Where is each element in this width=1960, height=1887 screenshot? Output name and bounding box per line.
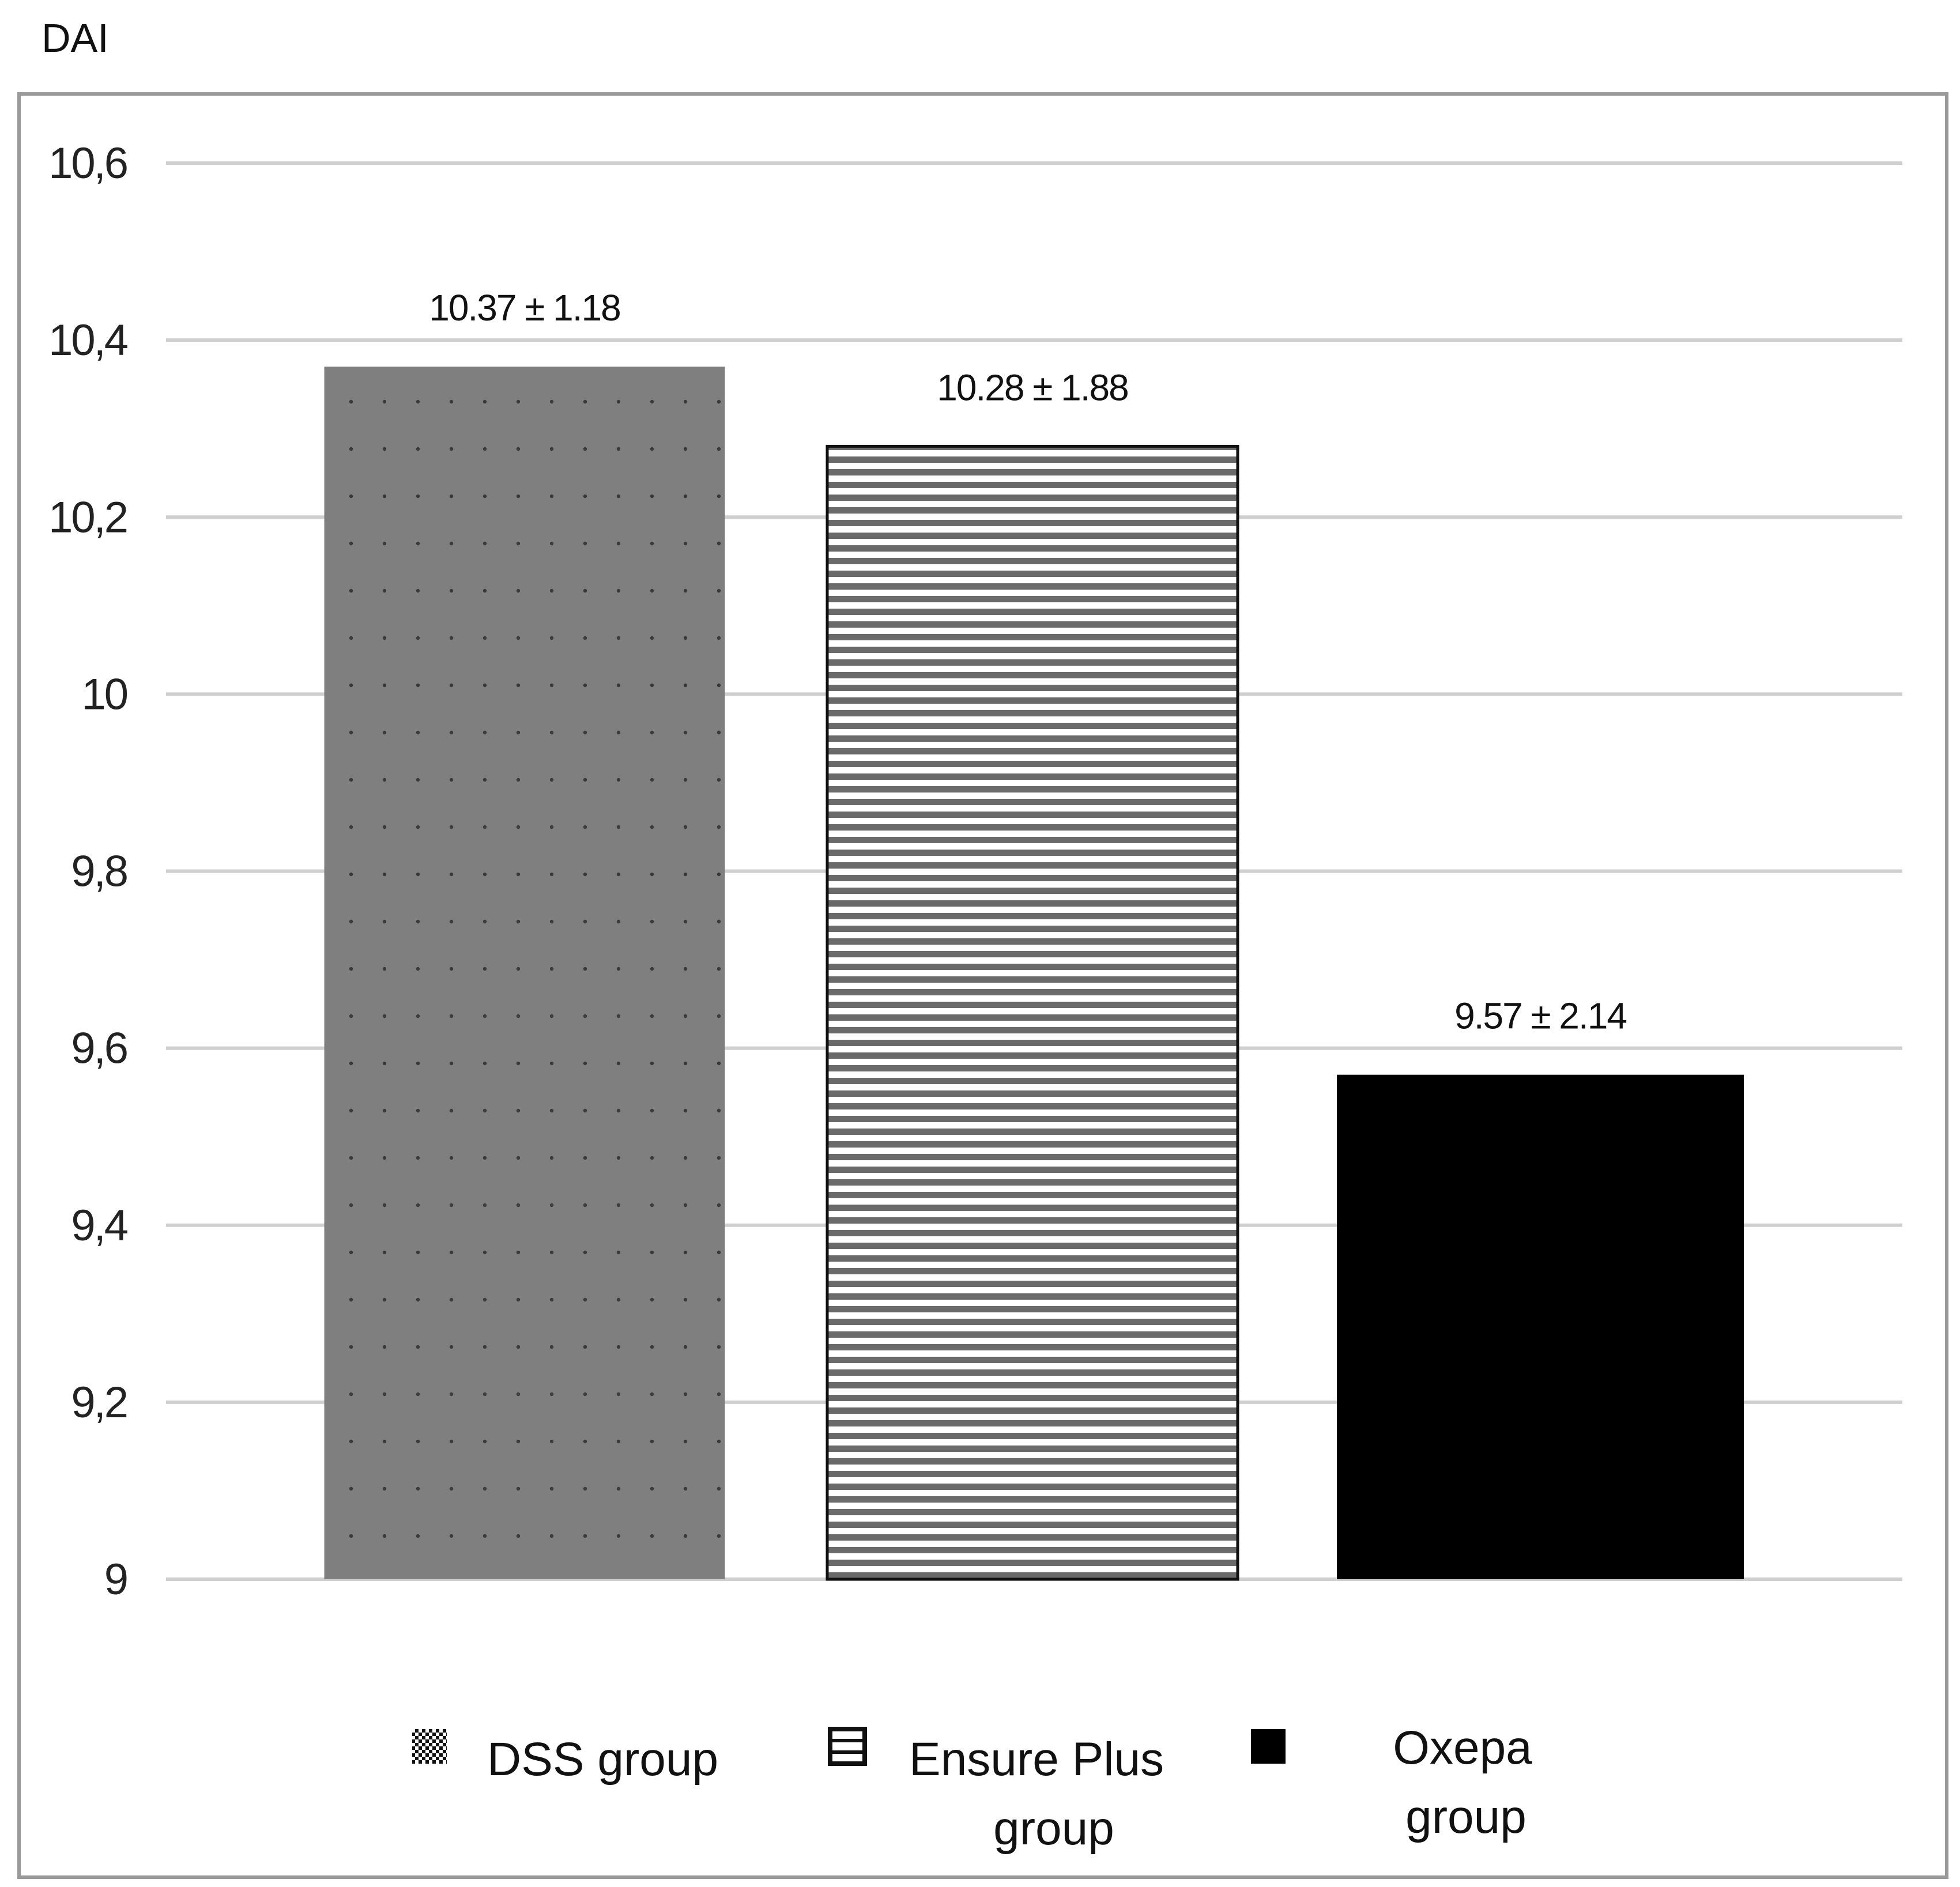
chart-frame bbox=[17, 92, 1948, 1879]
legend-label: group bbox=[993, 1802, 1114, 1855]
legend: DSS group Ensure Plus group Oxepa group bbox=[412, 1722, 1532, 1855]
y-tick-label: 9,8 bbox=[71, 847, 127, 896]
striped-square-icon bbox=[828, 1727, 867, 1766]
data-label: 10.28 ± 1.88 bbox=[937, 367, 1128, 408]
y-tick-label: 10 bbox=[81, 670, 127, 719]
solid-square-icon bbox=[1251, 1729, 1286, 1764]
bar-ensure-plus-group bbox=[826, 444, 1239, 1581]
y-tick-label: 10,6 bbox=[48, 139, 127, 188]
legend-label: Ensure Plus bbox=[909, 1733, 1164, 1786]
data-labels: 10.37 ± 1.18 10.28 ± 1.88 9.57 ± 2.14 bbox=[429, 287, 1627, 1037]
y-axis-label: DAI bbox=[42, 16, 109, 61]
y-tick-label: 9,4 bbox=[71, 1201, 127, 1250]
legend-label: DSS group bbox=[487, 1733, 718, 1786]
checker-square-icon bbox=[412, 1729, 447, 1764]
legend-label: group bbox=[1405, 1791, 1526, 1843]
y-tick-label: 10,2 bbox=[48, 493, 127, 542]
y-tick-label: 9,6 bbox=[71, 1024, 127, 1073]
bar-oxepa-group bbox=[1337, 1074, 1744, 1579]
bars bbox=[324, 367, 1744, 1581]
y-tick-label: 9,2 bbox=[71, 1378, 127, 1427]
legend-label: Oxepa bbox=[1393, 1722, 1532, 1774]
y-tick-label: 9 bbox=[104, 1555, 127, 1604]
data-label: 9.57 ± 2.14 bbox=[1454, 995, 1626, 1037]
y-tick-label: 10,4 bbox=[48, 316, 128, 365]
data-label: 10.37 ± 1.18 bbox=[429, 287, 620, 329]
bar-dss-group bbox=[324, 367, 725, 1579]
y-axis-ticks: 9 9,2 9,4 9,6 9,8 10 10,2 10,4 10,6 bbox=[48, 139, 130, 1604]
